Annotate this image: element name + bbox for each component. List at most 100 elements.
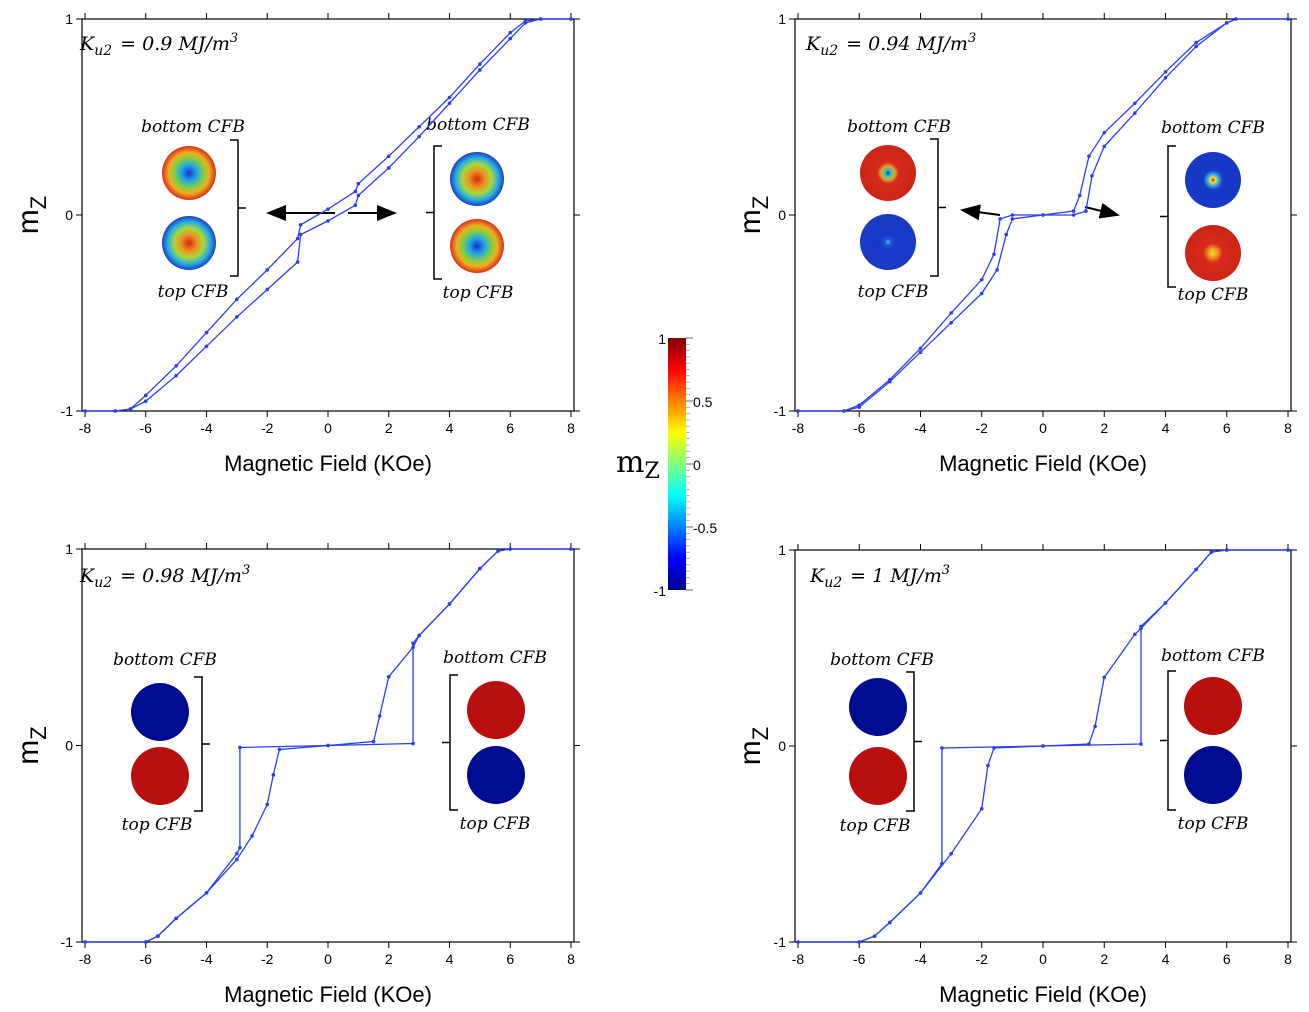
annotation-text: = 0.9 MJ/m: [120, 33, 230, 55]
data-point: [986, 763, 990, 768]
inset-label: top CFB: [858, 282, 929, 302]
data-point: [1194, 567, 1198, 572]
bracket: [230, 139, 246, 277]
annotation-superscript: 3: [242, 563, 250, 578]
data-point: [1084, 209, 1088, 213]
x-tick-label: -6: [853, 420, 866, 436]
x-tick-label: -8: [792, 951, 805, 967]
x-tick-label: -4: [914, 951, 927, 967]
data-point: [235, 297, 239, 302]
y-axis-label: mZ: [12, 196, 51, 234]
bracket: [1160, 670, 1176, 811]
hysteresis-branch: [85, 18, 571, 412]
data-point: [992, 252, 996, 256]
data-point: [842, 409, 846, 413]
y-axis-label-sub: Z: [748, 727, 773, 740]
data-point: [83, 940, 87, 944]
annotation-superscript: 3: [230, 31, 238, 46]
x-tick-label: -4: [200, 951, 213, 967]
data-point: [1071, 213, 1076, 217]
x-tick-label: 8: [1284, 420, 1292, 436]
data-point: [174, 916, 178, 921]
colorbar-tick-label: 0.5: [693, 394, 713, 410]
data-point: [417, 134, 421, 139]
bracket: [906, 671, 922, 812]
arrow: [1084, 202, 1120, 219]
x-tick-label: -2: [261, 420, 274, 436]
data-point: [796, 409, 800, 413]
y-tick-label: -1: [774, 934, 787, 950]
magnet-state: [849, 678, 907, 736]
x-tick-label: -2: [261, 951, 274, 967]
colorbar-tick-label: -1: [654, 583, 667, 599]
x-tick-label: -8: [79, 951, 92, 967]
x-axis-label: Magnetic Field (KOe): [224, 982, 432, 1007]
data-point: [1286, 17, 1290, 21]
annotation-subscript: u2: [824, 575, 842, 591]
y-tick-label: -1: [774, 403, 787, 419]
colorbar-label-base: m: [616, 445, 644, 480]
data-point: [1163, 70, 1168, 74]
y-tick-label: 0: [778, 738, 786, 754]
annotation-superscript: 3: [968, 31, 976, 46]
data-point: [998, 217, 1002, 221]
x-tick-label: 6: [506, 420, 514, 436]
data-point: [1224, 21, 1229, 25]
data-point: [265, 287, 270, 292]
y-axis-label-base: m: [734, 740, 767, 765]
data-point: [295, 260, 300, 264]
data-point: [204, 891, 209, 895]
data-point: [356, 181, 361, 186]
x-tick-label: 8: [567, 420, 575, 436]
magnet-state: [162, 216, 216, 270]
data-point: [417, 633, 421, 638]
annotation-text: = 1 MJ/m: [850, 565, 942, 587]
data-point: [1004, 232, 1009, 237]
data-point: [478, 62, 482, 66]
annotation: Ku2 = 0.9 MJ/m3: [79, 31, 238, 59]
data-point: [1071, 209, 1076, 213]
x-tick-label: -6: [140, 951, 153, 967]
data-point: [1041, 213, 1045, 217]
colorbar-tick-label: -0.5: [693, 520, 717, 536]
inset-label: bottom CFB: [141, 117, 245, 137]
data-point: [478, 566, 482, 571]
inset-label: bottom CFB: [426, 115, 530, 135]
x-tick-label: -6: [853, 951, 866, 967]
data-point: [1010, 217, 1015, 221]
x-tick-label: 6: [506, 951, 514, 967]
inset-label: bottom CFB: [847, 117, 951, 137]
data-point: [235, 851, 239, 856]
data-point: [371, 739, 376, 744]
inset-label: top CFB: [1178, 814, 1249, 834]
magnet-state: [467, 681, 525, 739]
data-point: [949, 321, 953, 325]
data-point: [569, 547, 573, 551]
data-point: [156, 934, 160, 938]
annotation-text: = 0.98 MJ/m: [120, 565, 242, 587]
y-tick-label: 0: [65, 738, 73, 754]
bracket: [442, 674, 458, 811]
data-point: [857, 940, 862, 944]
x-tick-label: 2: [385, 951, 393, 967]
data-point: [356, 193, 361, 198]
arrow: [960, 204, 1001, 221]
data-point: [353, 189, 358, 194]
data-point: [496, 549, 500, 553]
data-point: [508, 547, 513, 551]
data-point: [447, 602, 452, 606]
data-point: [1286, 548, 1290, 552]
hysteresis-branch: [85, 18, 571, 412]
data-point: [918, 891, 923, 895]
data-point: [386, 166, 391, 170]
data-point: [1194, 44, 1198, 49]
annotation-text: = 0.94 MJ/m: [846, 33, 968, 55]
magnet-state: [1185, 152, 1241, 208]
data-point: [265, 268, 270, 272]
data-point: [235, 315, 239, 319]
annotation-symbol: K: [79, 565, 96, 587]
data-point: [143, 393, 148, 398]
data-point: [1163, 601, 1168, 605]
arrows: [266, 202, 1120, 221]
